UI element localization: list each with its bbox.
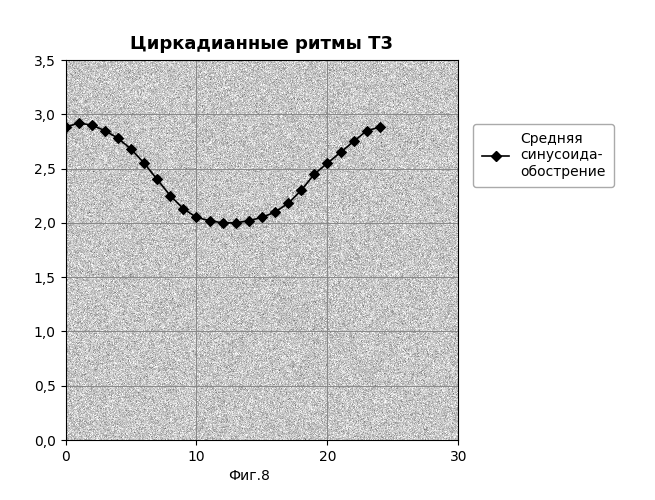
Legend: Средняя
синусоида-
обострение: Средняя синусоида- обострение [474,124,614,187]
Text: Фиг.8: Фиг.8 [228,469,270,483]
Title: Циркадианные ритмы Т3: Циркадианные ритмы Т3 [130,35,394,53]
